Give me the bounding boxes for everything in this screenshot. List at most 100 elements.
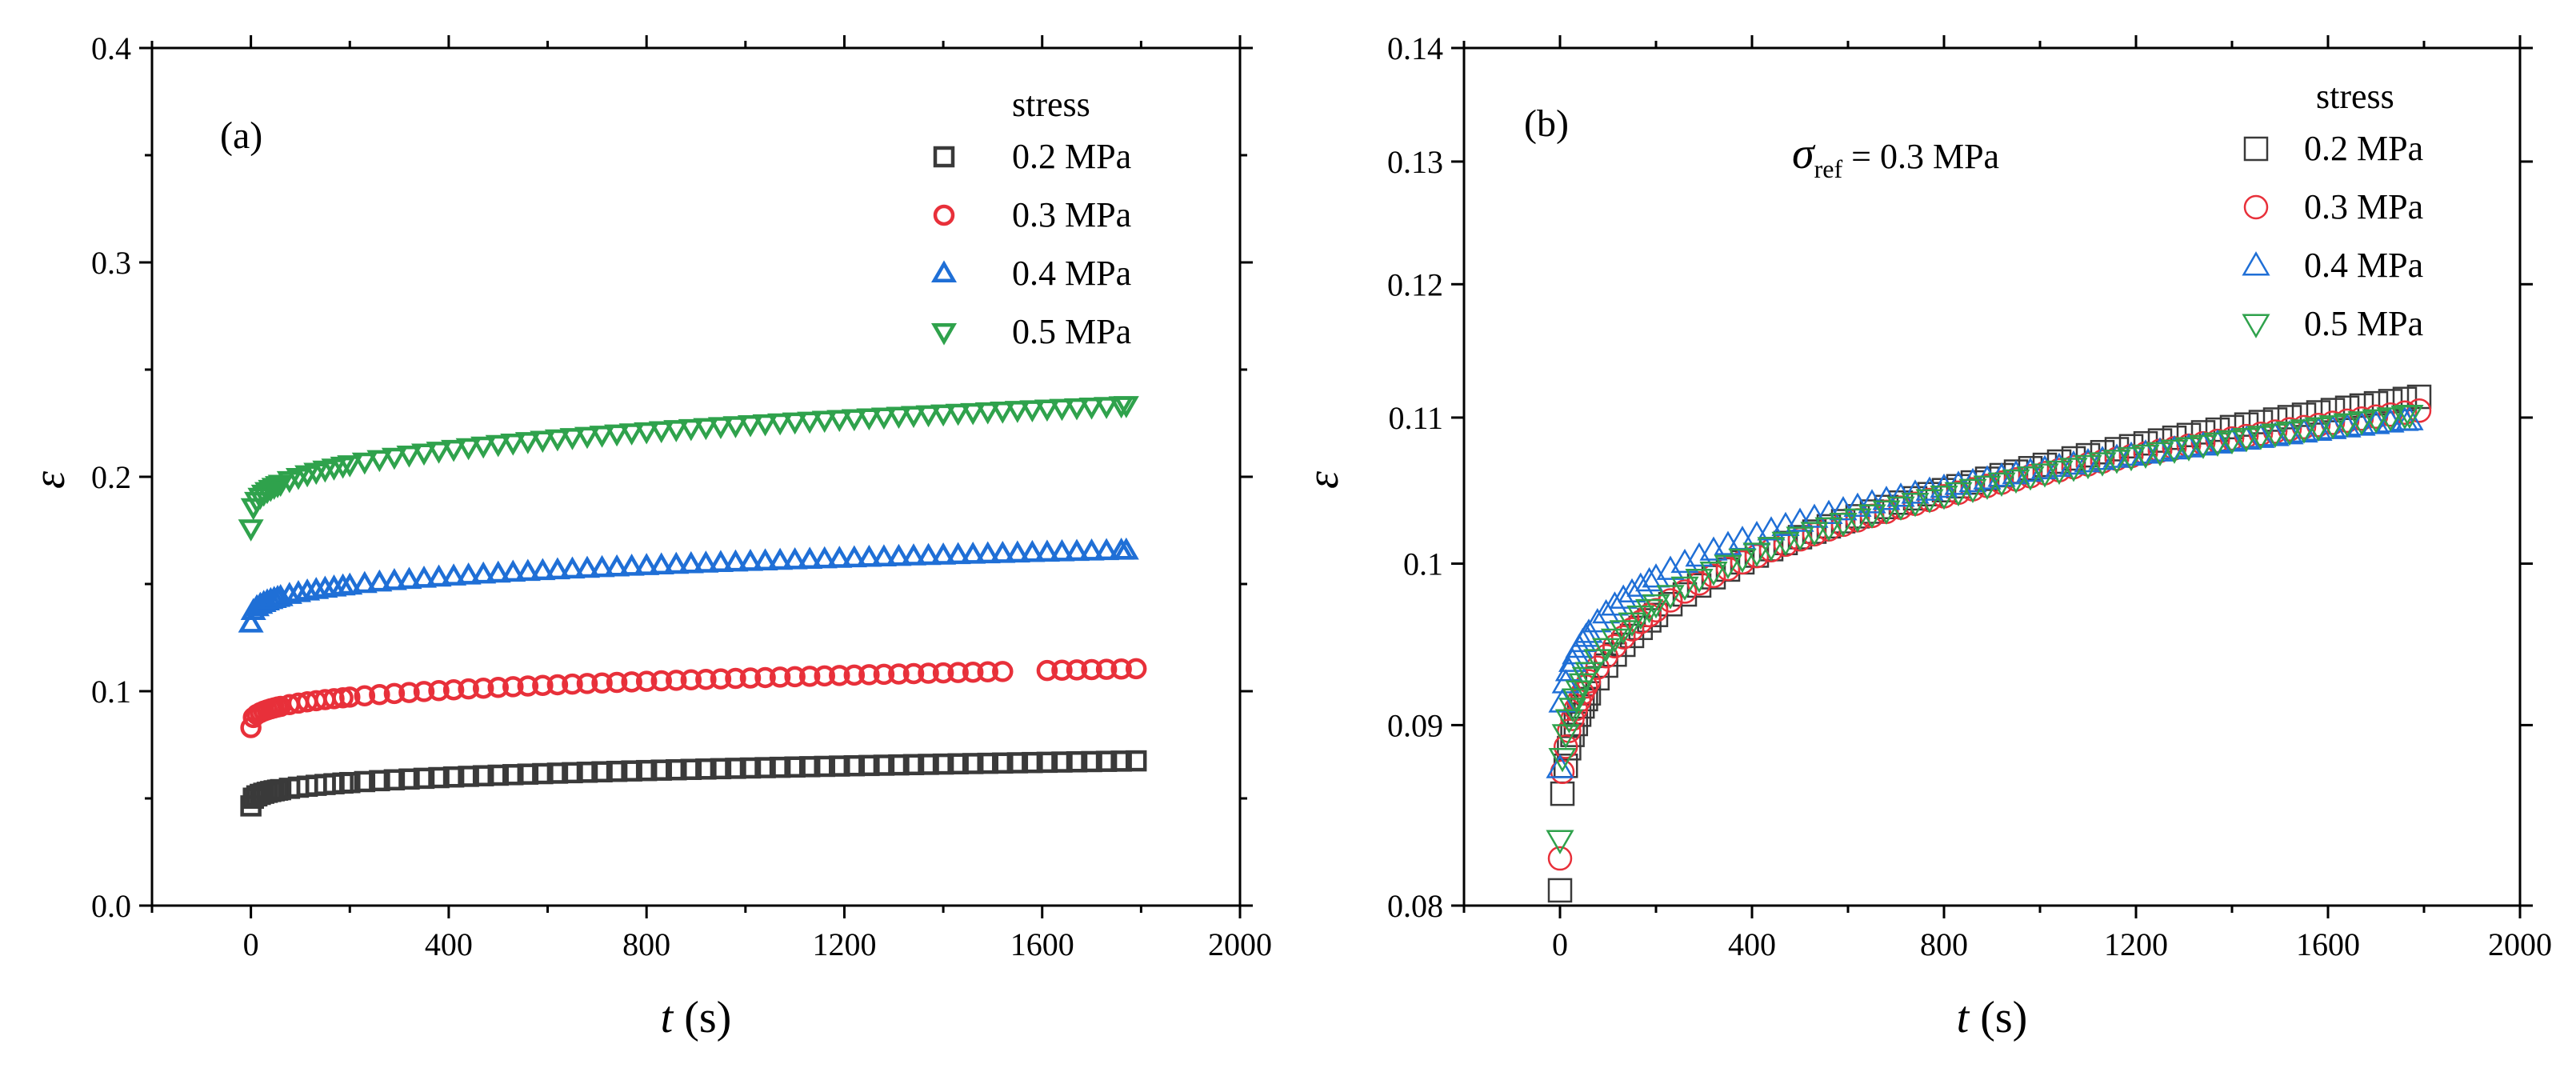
panel-b-legend: stress 0.2 MPa 0.3 MPa 0.4 MPa 0.5 MPa: [2242, 77, 2423, 343]
panel-a-data-point: [888, 663, 910, 685]
panel-a-data-point: [1113, 396, 1139, 418]
panel-b-y-tick-label: 0.13: [1387, 144, 1443, 180]
panel-a-data-point: [502, 764, 524, 786]
panel-b-data-point: [1757, 516, 1786, 541]
panel-a-data-point: [858, 664, 880, 686]
panel-a-data-point: [383, 682, 406, 705]
panel-a-data-point: [1066, 659, 1088, 681]
panel-b-legend-label: 0.2 MPa: [2304, 129, 2423, 168]
panel-b-x-tick-label: 800: [1920, 926, 1968, 962]
panel-a-data-point: [977, 661, 998, 683]
panel-b-data-point: [1554, 709, 1583, 734]
panel-a-data-point: [902, 754, 925, 776]
panel-a-data-point: [1051, 751, 1073, 773]
panel-a-data-point: [1094, 538, 1120, 561]
panel-a-data-point: [858, 754, 880, 777]
panel-b-data-point: [1686, 570, 1712, 596]
panel-b-data-point: [1771, 531, 1800, 557]
panel-a-data-point: [693, 550, 719, 573]
panel-b-x-tick-label: 1200: [2104, 926, 2168, 962]
panel-a-data-point: [559, 556, 586, 579]
panel-a-data-point: [426, 442, 452, 464]
panel-a-data-point: [990, 540, 1016, 563]
panel-a-data-point: [843, 664, 866, 686]
panel-a-data-point: [351, 452, 378, 475]
panel-a-data-point: [1110, 750, 1132, 772]
panel-a-data-point: [337, 455, 363, 478]
panel-a-data-point: [918, 662, 939, 684]
panel-b-data-point: [1672, 579, 1698, 604]
panel-a-chart: 0 400 800 1200 1600 2000 0.0 0.1 0.2 0.3 0.4 (a) t…: [25, 30, 1272, 1042]
panel-a-data-point: [428, 766, 450, 789]
panel-a-data-point: [559, 428, 586, 450]
panel-a-data-point: [589, 426, 615, 448]
panel-a-data-point: [930, 404, 957, 427]
panel-a-data-point: [945, 403, 971, 426]
panel-a-data-point: [782, 412, 808, 435]
panel-b-data-point: [1642, 563, 1670, 588]
panel-b-plot-frame: [1462, 46, 2522, 907]
panel-b-data-point: [1656, 555, 1685, 580]
panel-a-data-point: [826, 410, 853, 433]
panel-a-data-point: [1049, 538, 1075, 562]
panel-a-data-point: [678, 418, 704, 442]
panel-b-data-point: [2104, 446, 2130, 471]
panel-a-data-point: [648, 552, 674, 575]
panel-a-data-point: [634, 422, 660, 445]
panel-b-data-point: [1715, 556, 1741, 582]
panel-b-data-point: [1558, 698, 1587, 722]
panel-a-data-point: [546, 762, 569, 784]
panel-a-data-point: [870, 544, 897, 566]
panel-b-data-point: [2304, 417, 2333, 442]
panel-a-data-point: [413, 767, 435, 790]
panel-a-data-point: [707, 417, 734, 440]
panel-a-data-point: [990, 402, 1016, 424]
panel-a-data-point: [1004, 540, 1030, 563]
panel-b-data-point: [1574, 662, 1603, 686]
panel-a-data-point: [856, 408, 882, 431]
panel-b-data-point: [1930, 486, 1958, 510]
panel-b-data-point: [1814, 517, 1843, 542]
panel-b-data-point: [1546, 754, 1574, 778]
panel-b-data-point: [1730, 550, 1755, 575]
panel-a-data-point: [814, 665, 835, 687]
panel-b-data-point: [1550, 781, 1575, 806]
panel-a-data-point: [754, 666, 776, 689]
panel-a-data-point: [589, 554, 615, 578]
panel-a-x-tick-label: 1200: [812, 926, 876, 962]
panel-a-data-point: [351, 570, 378, 594]
panel-a-data-point: [782, 546, 808, 570]
panel-a-data-point: [767, 547, 794, 570]
panel-b-data-point: [2333, 413, 2362, 438]
panel-a-data-point: [841, 409, 867, 432]
panel-a-data-point: [767, 413, 794, 436]
panel-a-data-point: [856, 544, 882, 567]
panel-a-legend-label: 0.2 MPa: [1012, 137, 1131, 176]
panel-a-y-tick-label: 0.1: [91, 674, 131, 710]
panel-b-data-point: [1562, 688, 1590, 713]
panel-b-data-point: [1944, 482, 1973, 507]
panel-a-data-point: [710, 758, 732, 780]
panel-a-data-point: [354, 685, 376, 706]
panel-a-data-point: [693, 418, 719, 441]
panel-a-data-point: [532, 762, 554, 785]
panel-b-data-point: [1958, 478, 1987, 503]
panel-a-data-point: [621, 671, 642, 693]
panel-b-data-point: [2160, 439, 2189, 464]
panel-a-data-point: [455, 438, 482, 461]
panel-a-x-tick-label: 2000: [1208, 926, 1272, 962]
panel-a-data-point: [546, 674, 569, 696]
panel-a-data-point: [974, 402, 1001, 425]
panel-b-data-point: [2318, 415, 2347, 440]
panel-b-x-tick-label: 400: [1728, 926, 1776, 962]
panel-b-data-point: [2074, 454, 2102, 480]
panel-a-data-point: [886, 543, 912, 566]
panel-b-data-point: [2205, 417, 2230, 442]
panel-a-data-point: [797, 546, 823, 569]
panel-b-data-point: [1547, 846, 1573, 871]
panel-b-data-point: [2376, 407, 2405, 432]
panel-a-data-point: [532, 674, 554, 696]
panel-a-data-point: [485, 434, 511, 458]
panel-a-data-point: [514, 558, 541, 582]
